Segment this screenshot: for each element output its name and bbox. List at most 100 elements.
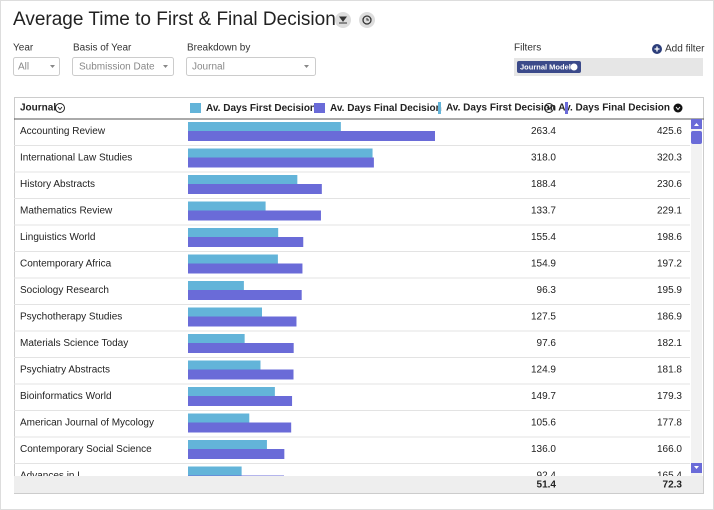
first-value: 133.7 [531, 206, 556, 217]
journal-name: Contemporary Africa [20, 259, 112, 270]
journal-name: International Law Studies [20, 153, 132, 164]
journal-name: Contemporary Social Science [20, 444, 152, 455]
bar-first [188, 254, 278, 264]
first-value: 105.6 [531, 418, 556, 429]
bar-final [188, 475, 284, 476]
first-value: 136.0 [531, 444, 556, 455]
breakdown-label: Breakdown by [187, 43, 250, 54]
bar-first [188, 360, 261, 370]
basis-select[interactable] [72, 57, 174, 76]
journal-name: Bioinformatics World [20, 391, 112, 402]
bar-first [188, 466, 242, 476]
journal-name: American Journal of Mycology [20, 418, 154, 429]
total-first: 51.4 [537, 480, 557, 491]
journal-name: Sociology Research [20, 285, 109, 296]
total-final: 72.3 [663, 480, 683, 491]
final-value: 197.2 [657, 259, 682, 270]
bar-first [188, 228, 279, 237]
final-value: 166.0 [657, 444, 682, 455]
bar-first [188, 201, 266, 211]
column-marker [565, 102, 568, 114]
download-button[interactable] [335, 12, 351, 28]
filters-label: Filters [514, 43, 541, 54]
bar-final [188, 263, 303, 274]
bar-first [188, 148, 373, 158]
bar-final [188, 449, 285, 459]
basis-value: Submission Date [79, 62, 155, 73]
bar-final [188, 422, 292, 433]
year-select[interactable] [13, 57, 60, 76]
scrollbar[interactable] [691, 119, 702, 476]
bar-final [188, 131, 435, 141]
col-first: Av. Days First Decision [446, 103, 556, 114]
basis-label: Basis of Year [73, 43, 132, 54]
final-value: 179.3 [657, 391, 682, 402]
journal-name: History Abstracts [20, 179, 95, 190]
journal-name: Linguistics World [20, 232, 95, 243]
final-value: 181.8 [657, 365, 682, 376]
sort-journal[interactable] [55, 103, 65, 113]
history-button[interactable] [359, 12, 375, 28]
bar-first [188, 440, 267, 449]
bar-final [188, 184, 322, 194]
year-label: Year [13, 43, 34, 54]
col-final: Av. Days Final Decision [558, 103, 670, 114]
breakdown-value: Journal [192, 62, 225, 73]
legend-swatch [190, 103, 201, 113]
bar-first [188, 334, 245, 343]
bar-first [188, 122, 341, 131]
bar-final [188, 396, 293, 406]
add-filter[interactable]: Add filter [665, 44, 705, 55]
bar-final [188, 290, 302, 300]
sort-first[interactable] [544, 103, 554, 113]
legend-label: Av. Days First Decision [206, 103, 316, 114]
table-body: Accounting Review 263.4 425.6 International… [14, 122, 690, 482]
bar-final [188, 343, 294, 353]
journal-name: Materials Science Today [20, 338, 128, 349]
first-value: 97.6 [537, 338, 557, 349]
bar-final [188, 157, 374, 168]
bar-first [188, 387, 275, 396]
totals-row [14, 476, 703, 493]
filter-tag[interactable] [517, 61, 581, 73]
sort-final[interactable] [673, 103, 683, 113]
first-value: 127.5 [531, 312, 556, 323]
breakdown-select[interactable] [186, 57, 316, 76]
bar-final [188, 369, 294, 380]
bar-first [188, 175, 298, 184]
first-value: 124.9 [531, 365, 556, 376]
final-value: 182.1 [657, 338, 682, 349]
bar-first [188, 281, 244, 290]
add-filter-button[interactable] [652, 44, 662, 54]
bar-final [188, 237, 304, 247]
final-value: 425.6 [657, 126, 682, 137]
title: Average Time to First & Final Decision [13, 9, 336, 30]
journal-name: Psychiatry Abstracts [20, 365, 110, 376]
first-value: 149.7 [531, 391, 556, 402]
filter-tag-text: Journal Model [520, 62, 571, 71]
first-value: 154.9 [531, 259, 556, 270]
journal-name: Psychotherapy Studies [20, 312, 122, 323]
final-value: 320.3 [657, 153, 682, 164]
journal-name: Advances in L [20, 471, 83, 482]
bar-first [188, 307, 262, 317]
final-value: 229.1 [657, 206, 682, 217]
first-value: 318.0 [531, 153, 556, 164]
journal-name: Mathematics Review [20, 206, 113, 217]
legend-label: Av. Days Final Decision [330, 103, 442, 114]
first-value: 263.4 [531, 126, 556, 137]
first-value: 155.4 [531, 232, 556, 243]
bar-first [188, 413, 250, 423]
first-value: 188.4 [531, 179, 556, 190]
final-value: 177.8 [657, 418, 682, 429]
final-value: 165.4 [657, 471, 682, 482]
bar-final [188, 210, 321, 221]
column-marker [438, 102, 441, 114]
first-value: 92.4 [537, 471, 557, 482]
final-value: 198.6 [657, 232, 682, 243]
year-value: All [18, 62, 29, 73]
bar-final [188, 316, 297, 327]
journal-name: Accounting Review [20, 126, 106, 137]
final-value: 195.9 [657, 285, 682, 296]
